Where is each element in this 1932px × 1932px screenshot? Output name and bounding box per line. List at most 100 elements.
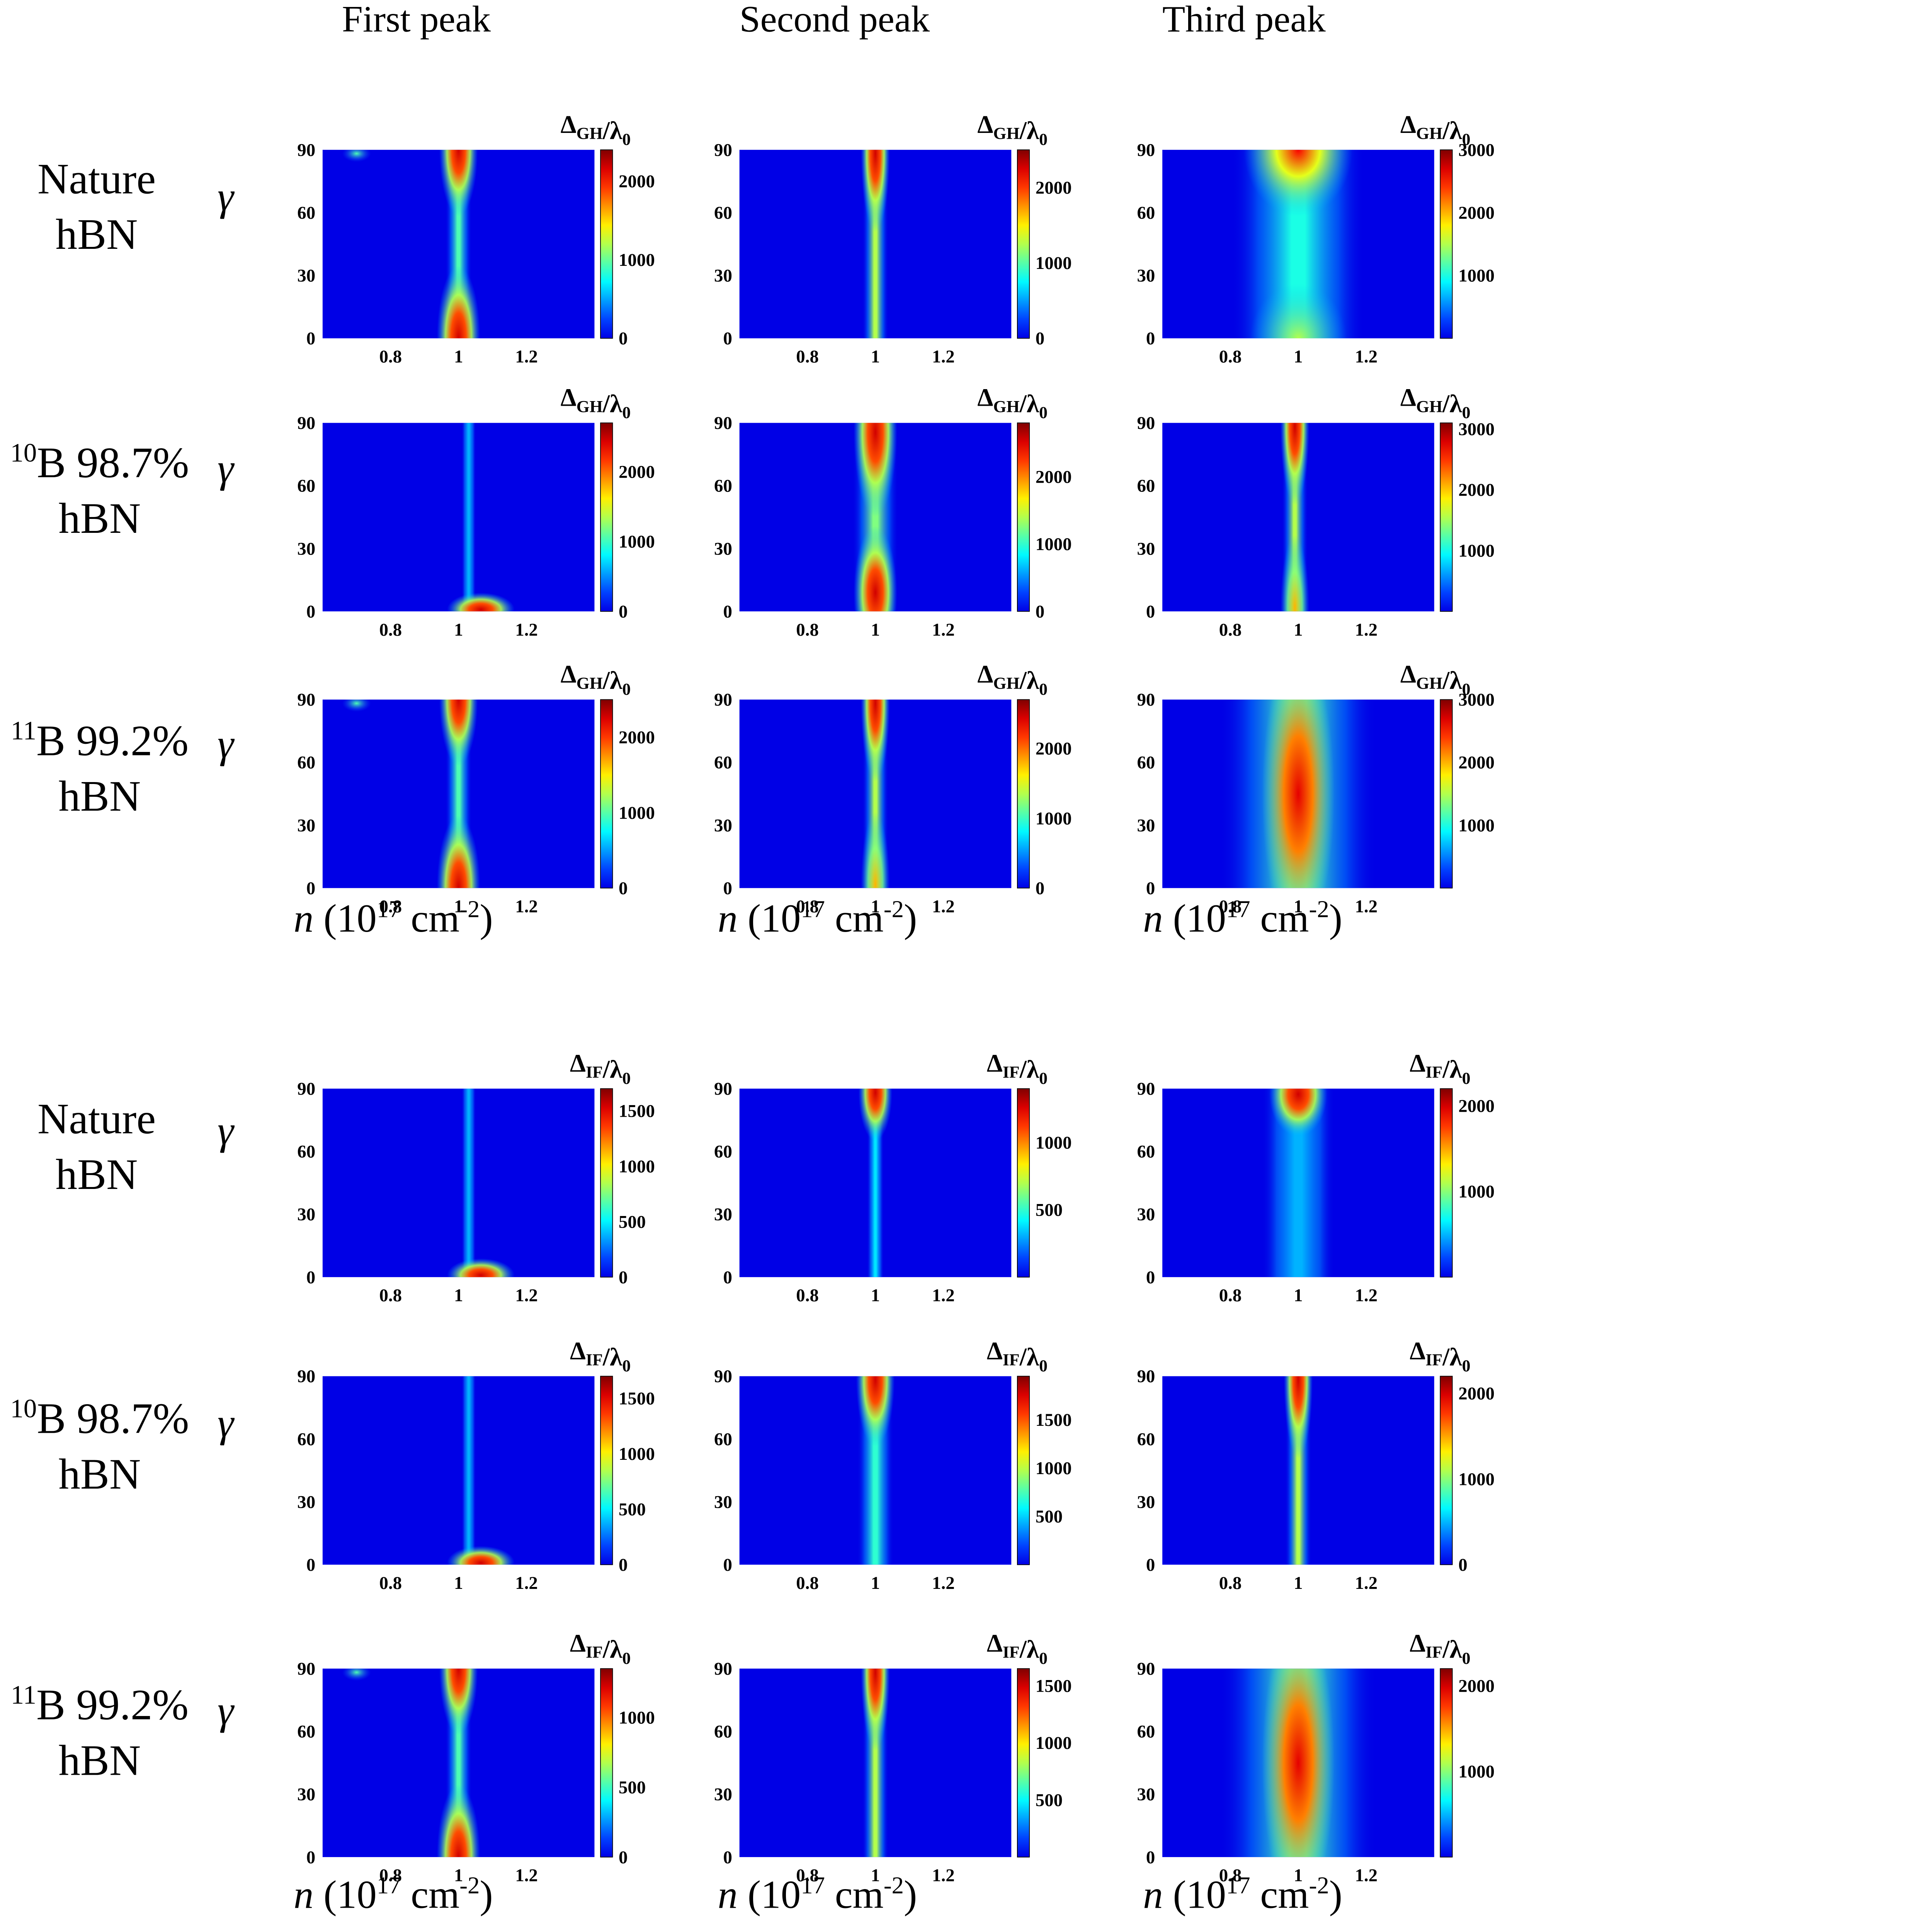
heatmap-panel: 0.8 1 1.2 0 30 60 90 0 1000 2000 ΔGH/λ0 xyxy=(701,379,1072,640)
y-tick-label: 0 xyxy=(723,328,732,349)
colorbar-tick-label: 3000 xyxy=(1458,690,1495,710)
heatmap-hotspot xyxy=(342,150,371,162)
y-axis-symbol: γ xyxy=(217,1109,234,1154)
x-tick-label: 1.2 xyxy=(1355,347,1378,367)
row-label-gh-10b: 10B 98.7% hBN xyxy=(10,437,189,543)
row-label-gh-11b: 11B 99.2% hBN xyxy=(10,715,189,821)
heatmap-panel: 0.8 1 1.2 0 30 60 90 0 500 1000 1500 ΔIF/λ0 xyxy=(284,1333,655,1593)
x-tick-label: 0.8 xyxy=(1219,1866,1242,1886)
colorbar-tick-label: 2000 xyxy=(1036,178,1072,198)
x-tick-label: 1.2 xyxy=(515,347,538,367)
y-tick-label: 30 xyxy=(714,1492,732,1512)
colorbar-title: ΔGH/λ0 xyxy=(561,111,631,149)
colorbar-tick-label: 0 xyxy=(619,878,628,898)
heatmap-hotspot xyxy=(1284,1376,1313,1459)
colorbar-tick-label: 1000 xyxy=(619,250,655,270)
colorbar xyxy=(600,699,613,889)
x-axis-label: n (1017 cm-2) xyxy=(718,1872,917,1918)
heatmap-hotspot xyxy=(1280,535,1310,612)
colorbar-title: ΔIF/λ0 xyxy=(1410,1337,1470,1375)
colorbar-tick-label: 0 xyxy=(1036,878,1044,898)
y-tick-label: 0 xyxy=(306,878,315,898)
x-tick-label: 0.8 xyxy=(796,896,819,917)
x-tick-label: 1 xyxy=(1294,347,1303,367)
x-tick-label: 1 xyxy=(871,1286,880,1306)
colorbar-title: ΔIF/λ0 xyxy=(570,1049,631,1088)
x-tick-label: 0.8 xyxy=(1219,896,1242,917)
heatmap-svg: 0.8 1 1.2 0 30 60 90 1000 2000 ΔIF/λ0 xyxy=(1137,1629,1495,1886)
y-tick-label: 30 xyxy=(297,266,315,286)
colorbar-tick-label: 0 xyxy=(619,328,628,349)
x-tick-label: 0.8 xyxy=(796,620,819,640)
x-tick-label: 1.2 xyxy=(1355,1286,1378,1306)
colorbar-tick-label: 0 xyxy=(619,602,628,622)
heatmap-panel: 0.8 1 1.2 0 30 60 90 0 500 1000 ΔIF/λ0 xyxy=(284,1625,655,1886)
x-tick-label: 0.8 xyxy=(1219,620,1242,640)
colorbar-tick-label: 1000 xyxy=(1458,541,1495,561)
heatmap-svg: 0.8 1 1.2 0 30 60 90 0 500 1000 ΔIF/λ0 xyxy=(297,1629,655,1886)
x-tick-label: 1 xyxy=(871,1573,880,1593)
y-axis-symbol: γ xyxy=(217,1689,234,1734)
row-label-if-11b: 11B 99.2% hBN xyxy=(10,1679,189,1785)
y-tick-label: 0 xyxy=(1146,1555,1155,1575)
heatmap-hotspot xyxy=(439,699,478,766)
x-tick-label: 1.2 xyxy=(1355,620,1378,640)
colorbar-title: ΔGH/λ0 xyxy=(977,111,1048,149)
x-tick-label: 0.8 xyxy=(796,347,819,367)
colorbar-tick-label: 2000 xyxy=(1458,1384,1495,1404)
x-tick-label: 1.2 xyxy=(932,1573,955,1593)
y-tick-label: 90 xyxy=(714,140,732,160)
heatmap-svg: 0.8 1 1.2 0 30 60 90 0 1000 2000 ΔGH/λ0 xyxy=(714,111,1072,367)
heatmap-svg: 0.8 1 1.2 0 30 60 90 0 500 1000 1500 ΔIF/λ0 xyxy=(297,1049,655,1306)
colorbar-tick-label: 1000 xyxy=(619,1444,655,1464)
heatmap-background xyxy=(322,1376,595,1565)
colorbar-tick-label: 500 xyxy=(619,1212,646,1232)
colorbar xyxy=(1440,699,1453,889)
heatmap-hotspot xyxy=(342,699,371,712)
y-tick-label: 0 xyxy=(723,878,732,898)
heatmap-panel: 0.8 1 1.2 0 30 60 90 0 1000 2000 ΔGH/λ0 xyxy=(284,379,655,640)
colorbar-title: ΔGH/λ0 xyxy=(561,660,631,699)
heatmap-svg: 0.8 1 1.2 0 30 60 90 1000 2000 ΔIF/λ0 xyxy=(1137,1049,1495,1306)
x-axis-label: n (1017 cm-2) xyxy=(1143,1872,1343,1918)
colorbar-tick-label: 1000 xyxy=(1458,1469,1495,1489)
y-tick-label: 0 xyxy=(723,602,732,622)
colorbar-tick-label: 500 xyxy=(619,1500,646,1520)
heatmap-hotspot xyxy=(437,815,480,888)
colorbar xyxy=(600,422,613,612)
colorbar-title: ΔGH/λ0 xyxy=(1400,660,1471,699)
y-tick-label: 30 xyxy=(297,1204,315,1225)
y-tick-label: 60 xyxy=(1137,476,1155,496)
heatmap-panel: 0.8 1 1.2 0 30 60 90 1000 2000 ΔIF/λ0 xyxy=(1124,1625,1495,1886)
heatmap-panel: 0.8 1 1.2 0 30 60 90 1000 2000 3000 ΔGH/λ0 xyxy=(1124,379,1495,640)
x-axis-label: n (1017 cm-2) xyxy=(718,896,917,941)
x-tick-label: 0.8 xyxy=(379,1286,402,1306)
y-tick-label: 90 xyxy=(1137,413,1155,433)
x-tick-label: 1 xyxy=(1294,1573,1303,1593)
y-tick-label: 90 xyxy=(1137,1079,1155,1099)
colorbar-tick-label: 500 xyxy=(1036,1507,1063,1527)
column-title-second: Second peak xyxy=(739,0,930,40)
colorbar-tick-label: 2000 xyxy=(1458,203,1495,223)
heatmap-hotspot xyxy=(1244,150,1353,216)
y-tick-label: 30 xyxy=(297,1492,315,1512)
x-tick-label: 1 xyxy=(871,1866,880,1886)
heatmap-hotspot xyxy=(447,592,515,612)
colorbar-title: ΔIF/λ0 xyxy=(570,1629,631,1668)
x-axis-label: n (1017 cm-2) xyxy=(293,1872,493,1918)
y-tick-label: 60 xyxy=(297,203,315,223)
heatmap-svg: 0.8 1 1.2 0 30 60 90 500 1000 1500 ΔIF/λ0 xyxy=(714,1337,1072,1593)
colorbar-tick-label: 2000 xyxy=(619,462,655,482)
x-tick-label: 0.8 xyxy=(796,1573,819,1593)
heatmap-svg: 0.8 1 1.2 0 30 60 90 500 1000 ΔIF/λ0 xyxy=(714,1049,1072,1306)
heatmap-background xyxy=(322,423,595,612)
y-tick-label: 60 xyxy=(1137,753,1155,773)
row-label-gh-nature: Nature hBN xyxy=(37,155,156,259)
heatmap-hotspot xyxy=(861,811,890,888)
colorbar-tick-label: 2000 xyxy=(1036,467,1072,487)
colorbar-tick-label: 1000 xyxy=(619,1708,655,1728)
y-tick-label: 60 xyxy=(714,753,732,773)
y-tick-label: 60 xyxy=(297,1722,315,1742)
y-axis-symbol: γ xyxy=(217,722,234,767)
x-tick-label: 1.2 xyxy=(1355,896,1378,917)
